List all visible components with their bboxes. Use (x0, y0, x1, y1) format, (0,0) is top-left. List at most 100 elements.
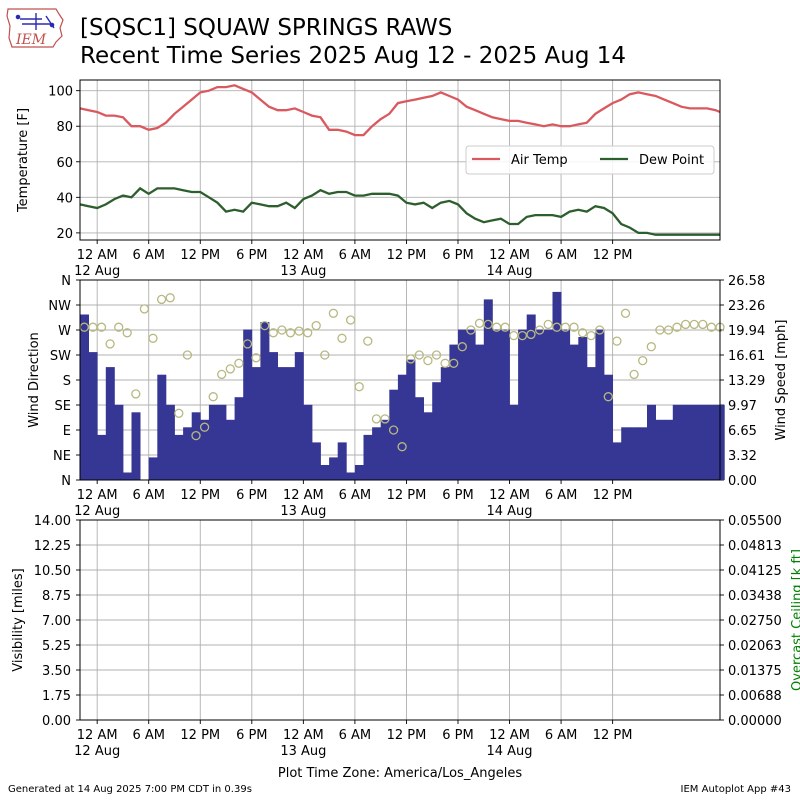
wind-speed-bar (449, 344, 459, 480)
wind-speed-tick-label: 6.65 (728, 424, 757, 439)
wind-direction-point (423, 355, 433, 366)
wind-direction-point (251, 353, 261, 363)
wind-speed-bar (664, 419, 674, 480)
wind-direction-point (234, 358, 244, 368)
legend-label-air-temp: Air Temp (511, 153, 568, 168)
chart-title-line1: [SQSC1] SQUAW SPRINGS RAWS (80, 15, 453, 41)
wind-speed-bar (80, 314, 89, 480)
x-tick-label: 12 PM (387, 728, 427, 743)
wind-speed-bar (200, 419, 210, 480)
wind-direction-point (371, 414, 382, 424)
x-tick-label: 6 PM (442, 488, 473, 503)
wind-direction-point (328, 308, 339, 318)
x-tick-sublabel: 14 Aug (486, 264, 532, 279)
y-tick-label: 40 (56, 191, 73, 206)
wind-speed-bar (586, 367, 596, 480)
wind-direction-point (277, 325, 287, 335)
wind-direction-tick-label: SW (50, 349, 71, 364)
wind-direction-point (534, 325, 545, 335)
wind-direction-point (191, 430, 201, 441)
wind-direction-tick-label: N (61, 474, 71, 489)
wind-speed-bar (612, 442, 622, 480)
wind-speed-bar (423, 412, 433, 480)
visibility-tick-label: 7.00 (42, 614, 71, 629)
wind-speed-bar (492, 329, 502, 480)
visibility-tick-label: 0.00 (42, 714, 71, 729)
wind-direction-point (397, 442, 407, 452)
x-tick-sublabel: 13 Aug (280, 744, 326, 759)
x-tick-label: 6 PM (442, 728, 473, 743)
wind-speed-tick-label: 13.29 (728, 374, 765, 389)
y-tick-label: 100 (48, 85, 73, 100)
plot-frame (79, 79, 721, 241)
y-axis-label: Wind Direction (27, 332, 42, 428)
wind-direction-point (517, 330, 528, 341)
wind-speed-bar (440, 367, 450, 480)
wind-speed-tick-label: 16.61 (728, 349, 765, 364)
x-tick-label: 12 AM (489, 728, 530, 743)
wind-speed-tick-label: 9.97 (728, 399, 757, 414)
x-tick-sublabel: 12 Aug (74, 264, 120, 279)
wind-direction-point (225, 364, 235, 374)
wind-speed-bar (226, 419, 235, 480)
visibility-tick-label: 10.50 (34, 564, 71, 579)
wind-direction-point (500, 322, 510, 332)
wind-direction-point (208, 392, 218, 402)
wind-panel: N NE E SE S SW W NW N 0.00 3.32 6.65 9.97 13.29 16.61 1… (27, 274, 789, 519)
x-tick-sublabel: 13 Aug (280, 504, 326, 519)
legend: Air Temp Dew Point (465, 145, 715, 175)
x-tick-sublabel: 13 Aug (280, 264, 326, 279)
wind-direction-point (311, 320, 321, 331)
ceiling-tick-label: 0.05500 (728, 514, 782, 529)
wind-direction-tick-label: SE (55, 399, 71, 414)
wind-direction-point (638, 355, 648, 366)
wind-speed-bar (354, 465, 364, 480)
wind-speed-bar (286, 367, 296, 480)
x-tick-label: 6 AM (545, 248, 578, 263)
y2-axis-label: Wind Speed [mph] (774, 320, 789, 441)
wind-speed-bar (269, 352, 278, 480)
wind-speed-bar (183, 427, 193, 480)
wind-speed-bar (475, 344, 485, 480)
wind-speed-bar (561, 329, 571, 480)
wind-direction-point (380, 414, 390, 424)
wind-direction-point (577, 328, 588, 338)
wind-direction-point (612, 336, 622, 346)
wind-speed-bar (595, 329, 605, 480)
x-tick-label: 12 AM (77, 728, 118, 743)
wind-direction-point (294, 326, 304, 336)
wind-speed-bar (260, 322, 270, 480)
x-tick-label: 6 AM (339, 488, 372, 503)
visibility-panel: 0.00 1.75 3.50 5.25 7.00 8.75 10.50 12.25 14.00 0… (11, 514, 800, 781)
y2-axis-label: Overcast Ceiling [k ft] (790, 549, 800, 691)
y-axis-label: Visibility [miles] (11, 568, 26, 671)
ceiling-tick-label: 0.02063 (728, 639, 782, 654)
ceiling-tick-label: 0.02750 (728, 614, 782, 629)
wind-direction-point (122, 328, 132, 338)
x-tick-label: 6 AM (339, 248, 372, 263)
legend-label-dew-point: Dew Point (639, 153, 704, 168)
wind-speed-bar (208, 404, 218, 480)
wind-direction-point (509, 330, 519, 341)
wind-speed-bar (526, 314, 536, 480)
wind-direction-point (148, 333, 158, 343)
wind-speed-bar (681, 404, 691, 480)
wind-speed-bar (329, 457, 339, 480)
x-tick-label: 12 AM (489, 248, 530, 263)
wind-speed-bar (148, 457, 158, 480)
wind-direction-point (174, 408, 184, 418)
wind-speed-bar (578, 337, 588, 480)
x-tick-label: 12 PM (180, 728, 220, 743)
wind-direction-point (595, 325, 605, 335)
wind-speed-bar (569, 344, 579, 480)
wind-direction-tick-label: S (63, 374, 71, 389)
wind-direction-point (105, 339, 115, 349)
wind-speed-bar (518, 329, 528, 480)
wind-speed-bar (638, 427, 648, 480)
wind-direction-point (689, 319, 699, 330)
wind-speed-bar (97, 434, 107, 480)
wind-speed-bar (303, 404, 313, 480)
wind-speed-bar (535, 329, 545, 480)
y-tick-label: 80 (56, 120, 73, 135)
x-tick-label: 6 PM (236, 248, 267, 263)
